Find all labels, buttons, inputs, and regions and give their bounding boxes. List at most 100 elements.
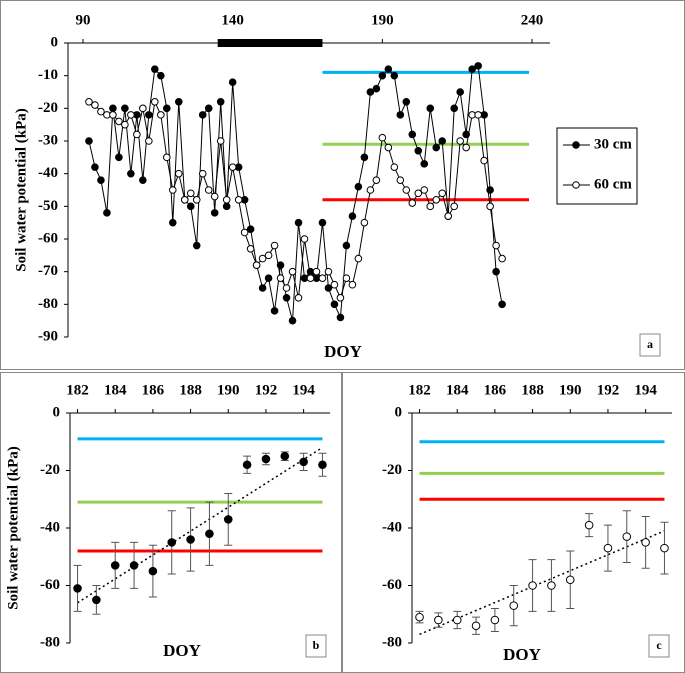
point	[408, 130, 417, 139]
point	[547, 581, 556, 590]
point	[372, 176, 381, 184]
point	[168, 218, 177, 227]
point	[294, 218, 303, 227]
point	[434, 615, 443, 625]
x-tick-label: 188	[179, 382, 202, 398]
point	[85, 137, 93, 145]
point	[210, 192, 219, 201]
point	[110, 561, 120, 570]
panel-letter: b	[313, 638, 320, 652]
point	[474, 111, 482, 119]
point	[121, 120, 129, 129]
point	[91, 101, 99, 109]
point	[420, 160, 429, 168]
point	[366, 88, 375, 96]
point	[127, 111, 135, 119]
point	[264, 251, 273, 260]
point	[438, 137, 447, 145]
point	[261, 454, 271, 464]
x-tick-label: 184	[446, 382, 469, 398]
legend-box	[556, 127, 638, 205]
y-tick-label: -40	[40, 519, 60, 535]
x-tick-label: 194	[634, 382, 657, 398]
point	[444, 212, 453, 220]
point	[565, 575, 575, 585]
point	[318, 460, 327, 470]
point	[222, 202, 231, 211]
point	[402, 186, 411, 194]
point	[276, 274, 285, 283]
y-tick-label: -60	[38, 230, 58, 246]
point	[456, 137, 464, 145]
point	[216, 137, 225, 145]
x-tick-label: 190	[371, 12, 394, 28]
point	[378, 71, 387, 80]
point	[372, 84, 381, 93]
point	[426, 202, 435, 211]
point	[408, 199, 417, 207]
panel-letter-box	[639, 333, 661, 357]
x-tick-label: 190	[559, 382, 582, 398]
point	[288, 267, 297, 276]
x-tick-label: 192	[255, 382, 278, 398]
y-tick-label: -80	[382, 634, 402, 650]
point	[384, 65, 393, 73]
point	[498, 300, 506, 309]
point	[192, 241, 201, 250]
period-bar	[217, 39, 323, 47]
x-tick-label: 190	[217, 382, 240, 398]
point	[288, 316, 297, 325]
point	[450, 104, 458, 113]
point	[216, 98, 225, 106]
point	[324, 267, 333, 276]
point	[480, 156, 488, 165]
point	[498, 254, 506, 263]
point	[402, 98, 411, 106]
point	[252, 261, 261, 269]
legend-label: 30 cm	[594, 136, 632, 152]
point	[151, 65, 159, 73]
point	[174, 169, 183, 178]
point	[384, 143, 393, 152]
point	[348, 280, 357, 289]
y-axis-label: Soil water potential (kPa)	[13, 108, 29, 271]
point	[174, 98, 183, 106]
point	[270, 241, 279, 250]
x-tick-label: 90	[75, 12, 90, 28]
point	[420, 186, 429, 194]
point	[471, 621, 481, 631]
point	[222, 196, 231, 204]
point	[312, 267, 321, 276]
point	[264, 274, 273, 283]
point	[234, 196, 243, 204]
y-tick-label: -80	[38, 296, 58, 312]
point	[342, 274, 351, 283]
point	[360, 218, 369, 227]
y-tick-label: -80	[40, 634, 60, 650]
point	[198, 111, 207, 119]
point	[167, 538, 177, 547]
y-tick-label: -40	[382, 519, 402, 535]
x-tick-label: 140	[221, 12, 244, 28]
point	[73, 584, 82, 593]
y-tick-label: -60	[382, 577, 402, 593]
point	[306, 274, 315, 283]
point	[354, 254, 363, 263]
point	[157, 111, 165, 119]
y-tick-label: -40	[38, 165, 58, 181]
point	[276, 261, 285, 269]
y-tick-label: -70	[38, 263, 58, 279]
point	[492, 241, 500, 250]
series-line	[88, 100, 503, 300]
point	[85, 98, 93, 106]
point	[198, 169, 207, 178]
panel-letter-box	[305, 634, 327, 658]
point	[270, 307, 279, 315]
point	[204, 186, 213, 194]
point	[258, 254, 267, 263]
point	[432, 196, 441, 204]
point	[318, 218, 327, 227]
y-tick-label: -20	[40, 462, 60, 478]
point	[336, 313, 345, 322]
